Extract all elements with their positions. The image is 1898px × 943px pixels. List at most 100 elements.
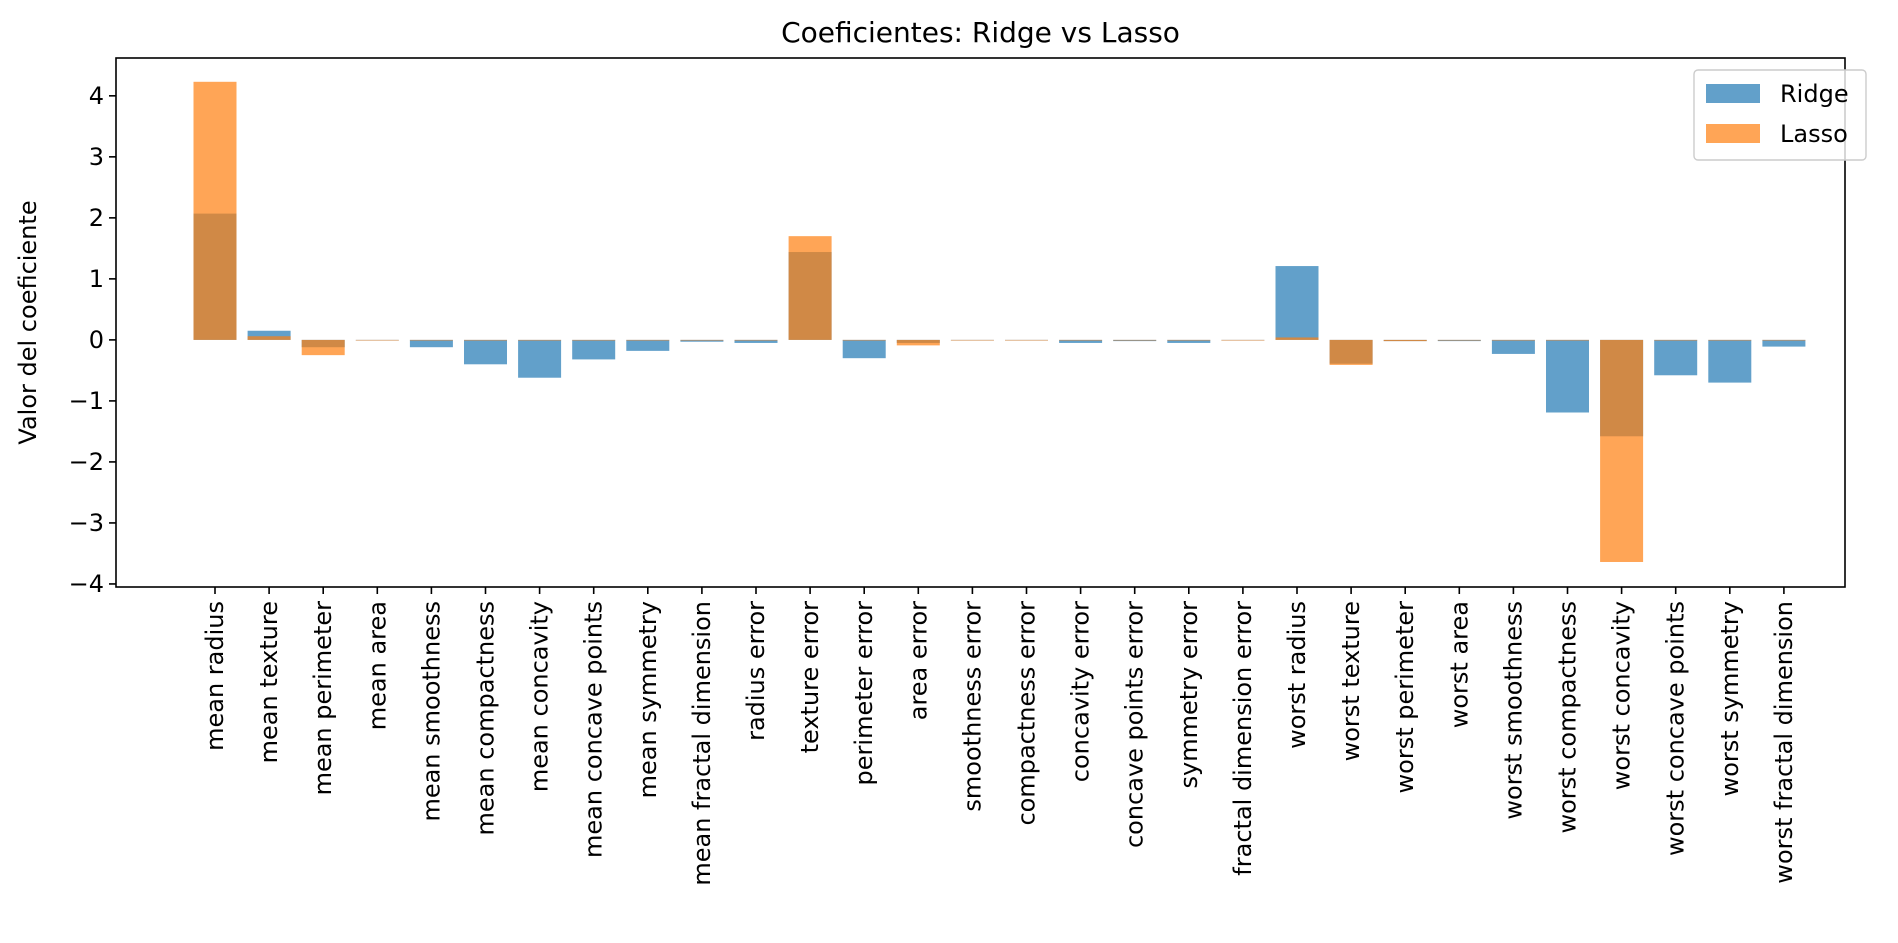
lasso-bar-14 bbox=[950, 339, 994, 341]
lasso-bar-17 bbox=[1113, 339, 1157, 341]
lasso-bar-2 bbox=[301, 339, 345, 356]
x-tick-label: worst texture bbox=[1337, 601, 1365, 761]
y-axis-label: Valor del coeficiente bbox=[14, 200, 42, 444]
x-tick-label: mean texture bbox=[255, 601, 283, 763]
ridge-bar-24 bbox=[1491, 339, 1535, 354]
ridge-bar-5 bbox=[464, 339, 507, 365]
x-tick-label: mean perimeter bbox=[309, 601, 337, 796]
lasso-bar-13 bbox=[896, 339, 940, 346]
x-tick-label: compactness error bbox=[1013, 601, 1041, 826]
lasso-bar-28 bbox=[1708, 339, 1752, 341]
y-axis: −4 −3 −2 −1 0 1 2 3 4 bbox=[69, 82, 116, 598]
y-tick-label: 0 bbox=[89, 326, 104, 354]
ridge-legend-swatch bbox=[1706, 84, 1760, 103]
x-tick-label: worst symmetry bbox=[1716, 601, 1744, 796]
x-tick-label: worst smoothness bbox=[1499, 601, 1527, 820]
ridge-legend-label: Ridge bbox=[1780, 80, 1849, 108]
lasso-bar-9 bbox=[680, 339, 724, 341]
x-tick-label: radius error bbox=[742, 601, 770, 741]
lasso-bar-1 bbox=[247, 336, 291, 340]
x-tick-label: mean radius bbox=[201, 601, 229, 751]
lasso-legend-label: Lasso bbox=[1780, 120, 1848, 148]
ridge-bar-29 bbox=[1762, 339, 1806, 347]
lasso-bar-18 bbox=[1167, 339, 1211, 341]
x-tick-label: mean fractal dimension bbox=[688, 601, 716, 886]
lasso-bar-25 bbox=[1546, 339, 1589, 341]
x-tick-label: mean symmetry bbox=[634, 601, 662, 798]
x-tick-label: mean smoothness bbox=[417, 601, 445, 822]
lasso-bar-21 bbox=[1329, 339, 1373, 365]
x-tick-label: worst compactness bbox=[1554, 601, 1582, 834]
lasso-bar-15 bbox=[1005, 339, 1048, 341]
y-tick-label: 2 bbox=[89, 204, 104, 232]
y-tick-label: −1 bbox=[69, 387, 104, 415]
lasso-bar-16 bbox=[1059, 339, 1103, 341]
ridge-bar-18 bbox=[1167, 339, 1211, 343]
lasso-bar-19 bbox=[1221, 339, 1265, 341]
x-tick-label: concave points error bbox=[1121, 601, 1149, 848]
ridge-bar-1 bbox=[247, 330, 291, 340]
y-tick-label: −2 bbox=[69, 448, 104, 476]
legend: Ridge Lasso bbox=[1693, 69, 1867, 161]
lasso-bar-8 bbox=[626, 339, 670, 341]
x-tick-label: fractal dimension error bbox=[1229, 601, 1257, 876]
x-tick-label: area error bbox=[904, 601, 932, 720]
ridge-bar-7 bbox=[572, 339, 616, 360]
lasso-bar-20 bbox=[1275, 337, 1319, 340]
x-tick-label: worst radius bbox=[1283, 601, 1311, 749]
lasso-bar-0 bbox=[193, 81, 237, 340]
x-tick-label: smoothness error bbox=[958, 601, 986, 812]
x-axis: mean radius mean texture mean perimeter mea… bbox=[201, 587, 1798, 886]
x-tick-label: mean concave points bbox=[580, 601, 608, 858]
ridge-bar-20 bbox=[1275, 266, 1319, 340]
lasso-bar-29 bbox=[1762, 339, 1806, 341]
lasso-bar-24 bbox=[1491, 339, 1535, 341]
ridge-bar-28 bbox=[1708, 339, 1752, 383]
ridge-bar-27 bbox=[1654, 339, 1698, 376]
y-tick-label: −4 bbox=[69, 570, 104, 598]
lasso-bar-6 bbox=[518, 339, 562, 341]
ridge-bar-12 bbox=[842, 339, 886, 359]
x-tick-label: worst concavity bbox=[1608, 601, 1636, 790]
lasso-bar-3 bbox=[355, 339, 399, 341]
y-tick-label: 4 bbox=[89, 82, 104, 110]
x-tick-label: worst fractal dimension bbox=[1770, 601, 1798, 884]
plot-frame bbox=[115, 57, 1846, 588]
lasso-bar-23 bbox=[1437, 339, 1481, 341]
lasso-bar-26 bbox=[1600, 339, 1644, 562]
x-tick-label: mean area bbox=[363, 601, 391, 730]
lasso-bar-12 bbox=[842, 339, 886, 341]
x-tick-label: symmetry error bbox=[1175, 601, 1203, 789]
y-tick-label: 1 bbox=[89, 265, 104, 293]
x-tick-label: mean compactness bbox=[472, 601, 500, 835]
x-tick-label: worst perimeter bbox=[1391, 601, 1419, 794]
lasso-bar-22 bbox=[1383, 339, 1427, 342]
chart-title: Coeficientes: Ridge vs Lasso bbox=[781, 16, 1180, 49]
x-tick-label: perimeter error bbox=[850, 601, 878, 786]
x-tick-label: texture error bbox=[796, 601, 824, 754]
x-tick-label: worst area bbox=[1445, 601, 1473, 728]
x-tick-label: mean concavity bbox=[526, 601, 554, 792]
ridge-bar-10 bbox=[734, 339, 778, 343]
ridge-bar-16 bbox=[1059, 339, 1103, 343]
lasso-bar-5 bbox=[464, 339, 507, 341]
ridge-bar-8 bbox=[626, 339, 670, 351]
lasso-legend-swatch bbox=[1706, 124, 1760, 143]
x-tick-label: worst concave points bbox=[1662, 601, 1690, 856]
lasso-bar-11 bbox=[788, 236, 832, 340]
lasso-bar-27 bbox=[1654, 339, 1698, 341]
y-tick-label: 3 bbox=[89, 143, 104, 171]
bars-layer bbox=[193, 81, 1806, 562]
x-tick-label: concavity error bbox=[1067, 601, 1095, 782]
lasso-bar-7 bbox=[572, 339, 616, 341]
ridge-bar-25 bbox=[1546, 339, 1589, 413]
lasso-bar-4 bbox=[409, 339, 453, 341]
ridge-bar-17 bbox=[1113, 339, 1157, 342]
ridge-bar-4 bbox=[409, 339, 453, 348]
lasso-bar-10 bbox=[734, 339, 778, 341]
ridge-bar-6 bbox=[518, 339, 562, 378]
y-tick-label: −3 bbox=[69, 509, 104, 537]
